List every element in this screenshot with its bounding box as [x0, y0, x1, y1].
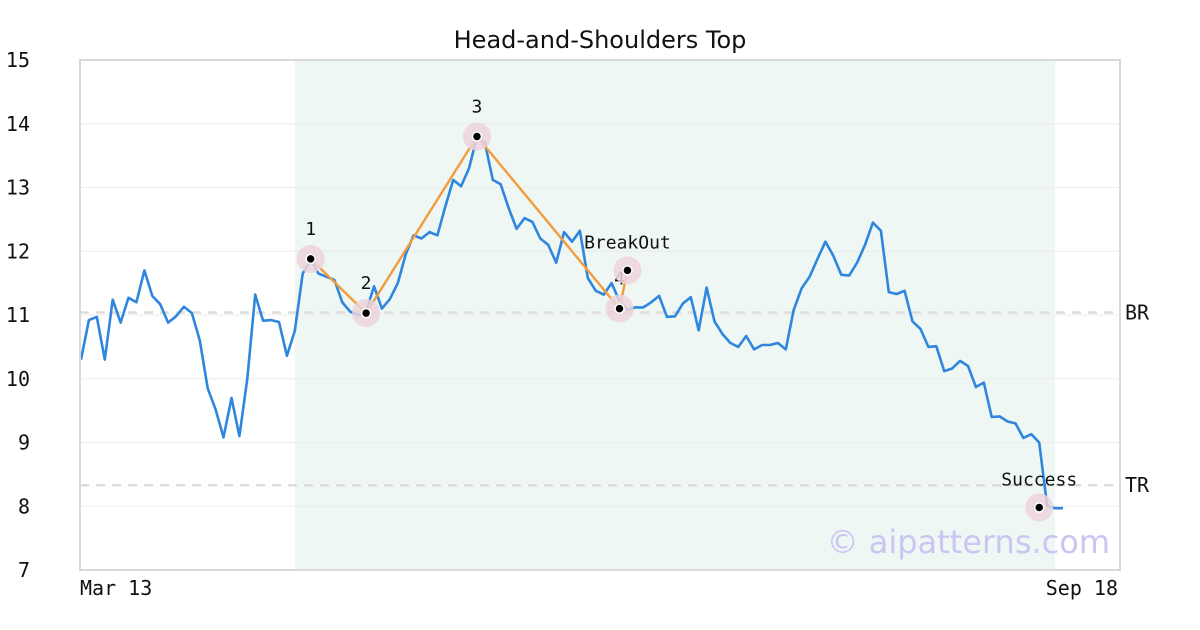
price-line	[79, 135, 1063, 510]
y-tick-label: 14	[6, 112, 30, 136]
marker-dot-2	[360, 307, 372, 319]
y-tick-label: 13	[6, 176, 30, 200]
marker-label-1: 1	[305, 219, 316, 240]
plot-frame	[79, 59, 1121, 571]
price-series-layer	[79, 135, 1063, 510]
marker-label-3: 3	[472, 97, 483, 118]
y-tick-label: 7	[18, 558, 30, 582]
x-tick-label-end: Sep 18	[1046, 576, 1118, 600]
marker-dot-success	[1033, 502, 1045, 513]
marker-label-success: Success	[1001, 470, 1077, 491]
marker-label-breakout: BreakOut	[584, 232, 671, 253]
marker-label-2: 2	[361, 273, 372, 294]
y-tick-label: 12	[6, 239, 30, 263]
y-tick-label: 9	[18, 431, 30, 455]
y-tick-labels: 7 8 9 10 11 12 13 14 15	[6, 48, 30, 582]
y-tick-label: 8	[18, 494, 30, 518]
marker-dot-breakout	[622, 265, 633, 276]
markers-layer: 1234BreakOutSuccess	[296, 97, 1077, 522]
marker-dot-3	[471, 131, 483, 142]
marker-dot-4	[614, 303, 625, 314]
chart-title: Head-and-Shoulders Top	[454, 26, 747, 54]
y-tick-label: 15	[6, 48, 30, 72]
marker-dot-1	[305, 253, 316, 265]
levels-layer: BR TR	[80, 300, 1150, 497]
x-tick-label-start: Mar 13	[80, 576, 152, 600]
watermark: © aipatterns.com	[827, 523, 1110, 561]
y-tick-label: 11	[6, 303, 30, 327]
level-label-tr: TR	[1125, 473, 1150, 497]
level-label-br: BR	[1125, 300, 1150, 324]
y-tick-label: 10	[6, 367, 30, 391]
